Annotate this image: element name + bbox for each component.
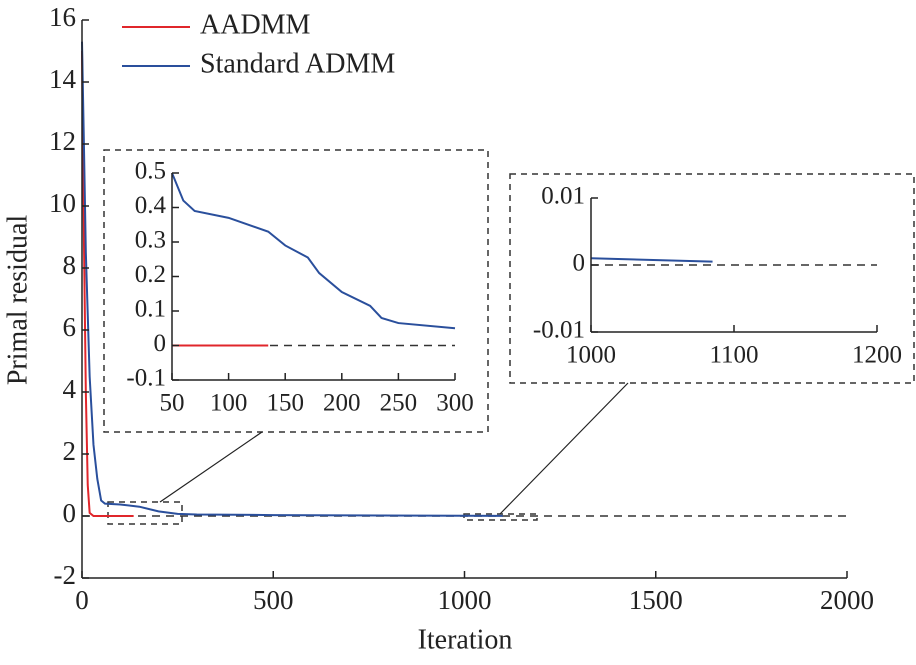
inset-frame (509, 173, 915, 384)
x-tick-label: 500 (253, 585, 294, 615)
x-tick-label: 1000 (566, 342, 616, 369)
x-tick-label: 250 (380, 390, 418, 417)
y-tick-label: 12 (49, 126, 76, 156)
y-tick-label: 0.01 (541, 183, 585, 210)
legend-label: Standard ADMM (200, 48, 395, 79)
y-tick-label: 0 (154, 330, 167, 357)
y-tick-label: 8 (63, 250, 77, 280)
connector (159, 431, 263, 503)
series-line (171, 172, 456, 330)
y-tick-label: 4 (63, 374, 77, 404)
inset-frame (103, 149, 489, 433)
x-tick-label: 50 (160, 390, 185, 417)
y-tick-label: 2 (63, 436, 77, 466)
y-tick-label: 0.1 (135, 296, 166, 323)
y-tick-label: 16 (49, 2, 76, 32)
y-tick-label: -2 (54, 560, 77, 590)
y-tick-label: 14 (49, 64, 77, 94)
y-tick-label: 0 (573, 250, 586, 277)
y-axis-label: Primal residual (2, 215, 33, 386)
y-tick-label: 0.4 (135, 192, 167, 219)
y-tick-label: 0.3 (135, 227, 166, 254)
y-tick-label: 0.2 (135, 261, 166, 288)
x-tick-label: 2000 (820, 585, 874, 615)
y-tick-label: 6 (63, 312, 77, 342)
x-tick-label: 1100 (709, 342, 758, 369)
y-tick-label: 0 (63, 498, 77, 528)
x-tick-label: 100 (210, 390, 248, 417)
x-tick-label: 150 (266, 390, 304, 417)
y-tick-label: 0.5 (135, 158, 166, 185)
zoom-box (107, 501, 183, 525)
y-tick-label: -0.1 (126, 365, 166, 392)
series-line (590, 257, 713, 263)
x-tick-label: 1200 (852, 342, 902, 369)
x-tick-label: 1000 (438, 585, 492, 615)
x-axis-label: Iteration (418, 624, 513, 655)
series-line (81, 41, 503, 517)
x-tick-label: 0 (75, 585, 89, 615)
x-tick-label: 1500 (629, 585, 683, 615)
y-tick-label: -0.01 (533, 317, 585, 344)
x-tick-label: 300 (436, 390, 474, 417)
connector (499, 382, 629, 515)
series-line (81, 50, 134, 517)
x-tick-label: 200 (323, 390, 361, 417)
y-tick-label: 10 (49, 188, 76, 218)
legend-label: AADMM (200, 9, 311, 40)
